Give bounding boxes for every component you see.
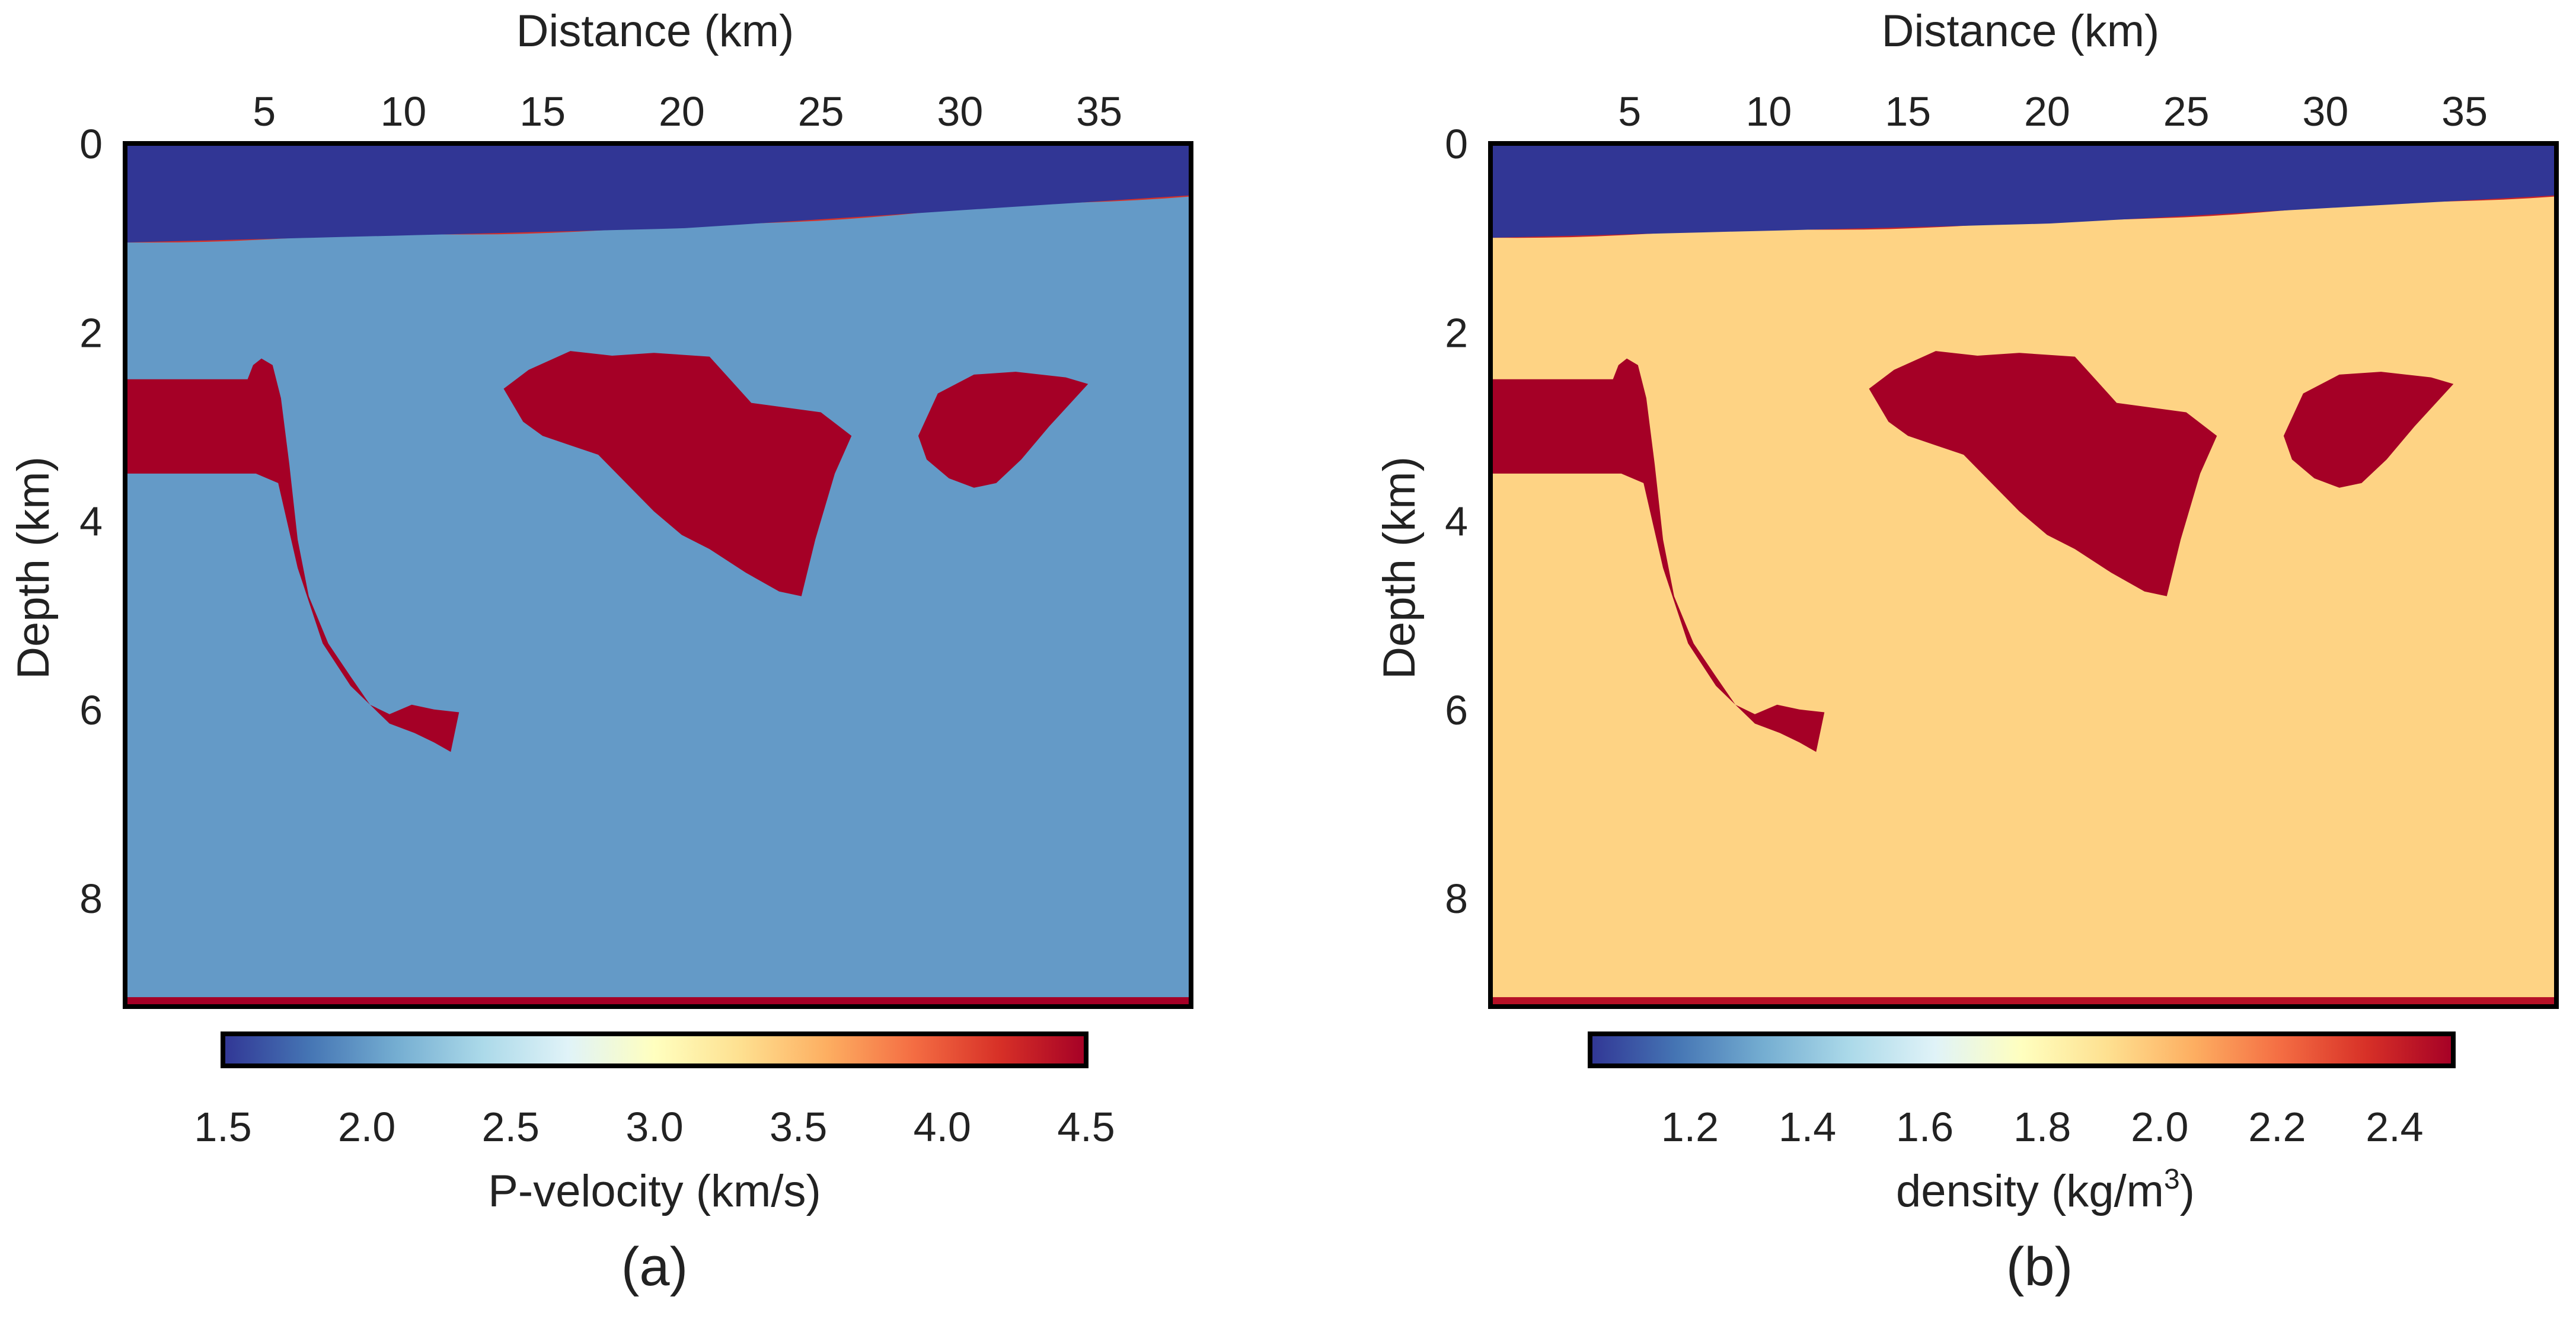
y-tick-label: 2 [1445, 309, 1468, 356]
colorbar-label-superscript: 3 [2164, 1164, 2180, 1195]
colorbar-label-text: P-velocity (km/s) [488, 1166, 821, 1216]
colorbar-tick-label: 3.0 [625, 1104, 683, 1150]
colorbar-label-text: density (kg/m [1896, 1166, 2164, 1216]
water-layer [125, 143, 1191, 243]
water-layer [1490, 143, 2556, 238]
salt-body-central [1869, 351, 2217, 596]
salt-body-right [918, 372, 1089, 488]
y-tick-labels: 0 2 4 6 8 [1445, 121, 1468, 922]
x-tick-label: 20 [2024, 88, 2070, 135]
colorbar-tick-label: 1.2 [1661, 1104, 1719, 1150]
salt-body-central [503, 351, 852, 596]
colorbar-tick-label: 1.4 [1779, 1104, 1836, 1150]
colorbar-tick-label: 2.0 [338, 1104, 395, 1150]
colorbar-tick-labels: 1.2 1.4 1.6 1.8 2.0 2.2 2.4 [1661, 1104, 2424, 1150]
colorbar-tick-label: 2.2 [2248, 1104, 2306, 1150]
colorbar-label: density (kg/m3) [1896, 1164, 2195, 1216]
x-tick-label: 5 [253, 88, 276, 135]
x-tick-label: 10 [1746, 88, 1792, 135]
panel-b-density: Distance (km) 5 10 15 20 25 30 35 0 2 4 6 8 Depth … [1374, 6, 2559, 1297]
x-tick-label: 35 [1076, 88, 1122, 135]
colorbar-tick-labels: 1.5 2.0 2.5 3.0 3.5 4.0 4.5 [194, 1104, 1115, 1150]
x-tick-label: 10 [381, 88, 427, 135]
x-tick-label: 25 [2163, 88, 2210, 135]
y-tick-label: 0 [79, 121, 103, 167]
y-tick-label: 8 [79, 876, 103, 922]
colorbar-tick-label: 3.5 [770, 1104, 827, 1150]
sediment-layer [1490, 196, 2556, 1007]
y-tick-label: 4 [1445, 499, 1468, 545]
salt-bodies [125, 351, 1089, 752]
colorbar-tick-label: 1.5 [194, 1104, 251, 1150]
colorbar-tick-label: 2.0 [2131, 1104, 2188, 1150]
salt-body-left-canopy [1490, 358, 1825, 752]
x-tick-label: 30 [2302, 88, 2348, 135]
x-tick-label: 20 [659, 88, 705, 135]
colorbar-tick-label: 2.4 [2366, 1104, 2423, 1150]
colorbar-tick-label: 4.5 [1057, 1104, 1115, 1150]
colorbar [1588, 1031, 2456, 1068]
density-field [1490, 143, 2556, 1007]
y-tick-labels: 0 2 4 6 8 [79, 121, 103, 922]
x-tick-label: 25 [798, 88, 844, 135]
panel-label: (a) [621, 1237, 688, 1297]
x-tick-label: 5 [1618, 88, 1641, 135]
panel-a-p-velocity: Distance (km) 5 10 15 20 25 30 35 0 2 4 6 8 Depth … [8, 6, 1193, 1297]
x-tick-label: 15 [519, 88, 566, 135]
y-tick-label: 6 [79, 687, 103, 733]
x-tick-labels: 5 10 15 20 25 30 35 [253, 88, 1122, 135]
velocity-field [125, 143, 1191, 1007]
colorbar-tick-label: 4.0 [914, 1104, 971, 1150]
colorbar [221, 1031, 1089, 1068]
x-tick-labels: 5 10 15 20 25 30 35 [1618, 88, 2488, 135]
colorbar-tick-label: 1.6 [1896, 1104, 1953, 1150]
colorbar-label: P-velocity (km/s) [488, 1166, 821, 1216]
colorbar-tick-label: 2.5 [482, 1104, 540, 1150]
y-tick-label: 2 [79, 309, 103, 356]
x-tick-label: 15 [1885, 88, 1931, 135]
plot-frame [123, 141, 1193, 1009]
x-axis-title: Distance (km) [516, 6, 794, 56]
salt-bodies [1490, 351, 2454, 752]
x-tick-label: 35 [2441, 88, 2488, 135]
x-tick-label: 30 [937, 88, 983, 135]
x-axis-title: Distance (km) [1882, 6, 2160, 56]
y-axis-title: Depth (km) [1374, 456, 1425, 679]
y-tick-label: 8 [1445, 876, 1468, 922]
y-axis-title: Depth (km) [8, 456, 59, 679]
y-tick-label: 0 [1445, 121, 1468, 167]
y-tick-label: 6 [1445, 687, 1468, 733]
plot-frame [1488, 141, 2559, 1009]
salt-body-left-canopy [125, 358, 459, 752]
sediment-layer [125, 196, 1191, 1007]
panel-label: (b) [2006, 1237, 2073, 1297]
colorbar-label-close: ) [2180, 1166, 2195, 1216]
colorbar-tick-label: 1.8 [2013, 1104, 2071, 1150]
y-tick-label: 4 [79, 499, 103, 545]
salt-body-right [2283, 372, 2454, 488]
